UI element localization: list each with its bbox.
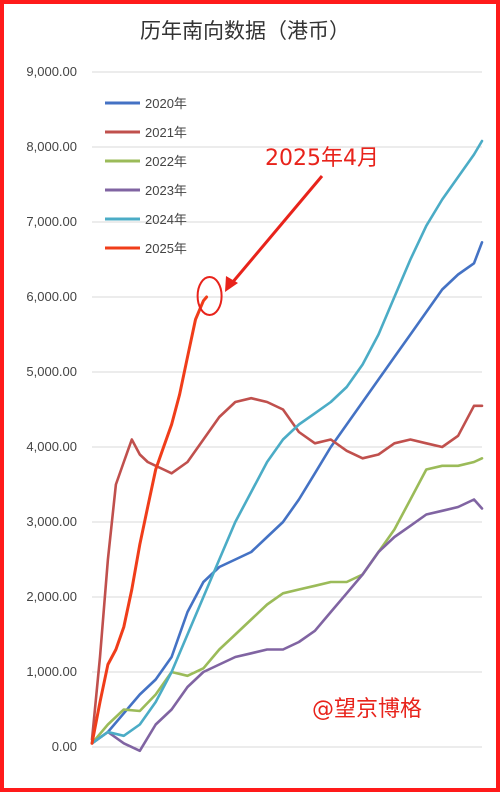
y-tick-label: 5,000.00 <box>26 364 77 379</box>
annotation: 2025年4月 <box>196 146 379 316</box>
watermark: @望京博格 <box>312 697 422 722</box>
y-tick-label: 4,000.00 <box>26 439 77 454</box>
annotation-circle <box>196 276 223 316</box>
annotation-arrowhead <box>225 276 238 292</box>
y-tick-label: 8,000.00 <box>26 139 77 154</box>
series-line-2024年 <box>90 139 484 745</box>
gridlines <box>92 71 482 748</box>
legend-label: 2025年 <box>145 241 187 256</box>
legend-label: 2020年 <box>145 96 187 111</box>
legend: 2020年 2021年 2022年 2023年 2024年 2025年 <box>105 96 187 256</box>
legend-label: 2023年 <box>145 183 187 198</box>
series-line-2021年 <box>90 396 484 741</box>
chart-title: 历年南向数据（港币） <box>140 19 350 43</box>
y-tick-label: 2,000.00 <box>26 589 77 604</box>
series-line-2023年 <box>90 498 484 753</box>
series-line-2025年 <box>90 295 209 745</box>
y-tick-label: 1,000.00 <box>26 664 77 679</box>
annotation-label: 2025年4月 <box>265 146 379 171</box>
series-line-2020年 <box>90 241 484 745</box>
legend-label: 2022年 <box>145 154 187 169</box>
series-lines <box>90 139 484 753</box>
legend-label: 2024年 <box>145 212 187 227</box>
y-tick-label: 6,000.00 <box>26 289 77 304</box>
y-tick-label: 0.00 <box>52 739 77 754</box>
y-tick-label: 9,000.00 <box>26 64 77 79</box>
y-tick-label: 7,000.00 <box>26 214 77 229</box>
annotation-arrow <box>230 175 324 284</box>
legend-label: 2021年 <box>145 125 187 140</box>
series-line-2022年 <box>90 456 484 745</box>
y-axis-ticks: 0.00 1,000.00 2,000.00 3,000.00 4,000.00 5,00… <box>26 64 77 754</box>
y-tick-label: 3,000.00 <box>26 514 77 529</box>
